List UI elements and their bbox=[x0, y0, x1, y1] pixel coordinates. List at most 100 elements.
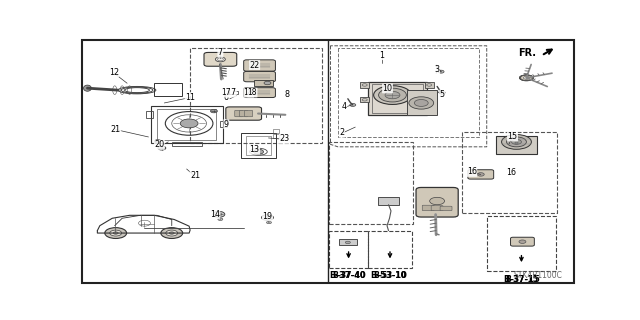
Circle shape bbox=[507, 137, 527, 147]
Circle shape bbox=[169, 232, 174, 234]
Text: 19: 19 bbox=[262, 212, 273, 221]
Bar bbox=[339, 239, 356, 245]
Bar bbox=[246, 136, 271, 156]
Bar bbox=[330, 231, 367, 268]
Text: 21: 21 bbox=[190, 172, 200, 180]
Text: 11: 11 bbox=[185, 92, 195, 101]
Text: 4: 4 bbox=[342, 102, 347, 111]
Circle shape bbox=[110, 230, 122, 236]
Text: B-37-40: B-37-40 bbox=[330, 271, 366, 280]
Text: B-53-10: B-53-10 bbox=[374, 271, 406, 280]
Text: 16: 16 bbox=[506, 168, 516, 177]
Bar bbox=[486, 216, 556, 271]
Text: B-37-15: B-37-15 bbox=[505, 275, 538, 284]
Circle shape bbox=[264, 81, 271, 85]
FancyBboxPatch shape bbox=[204, 52, 237, 66]
Text: B-37-40: B-37-40 bbox=[332, 271, 365, 280]
Bar bbox=[408, 90, 437, 115]
Circle shape bbox=[385, 92, 400, 99]
FancyBboxPatch shape bbox=[235, 110, 243, 117]
Text: 8: 8 bbox=[285, 90, 290, 99]
Circle shape bbox=[350, 103, 356, 107]
Circle shape bbox=[113, 232, 118, 234]
Text: 22: 22 bbox=[250, 60, 260, 69]
Circle shape bbox=[211, 109, 218, 113]
Circle shape bbox=[216, 57, 225, 62]
Text: 7: 7 bbox=[218, 48, 223, 57]
Text: 5: 5 bbox=[440, 90, 445, 99]
FancyBboxPatch shape bbox=[431, 206, 443, 211]
Circle shape bbox=[253, 149, 264, 154]
Text: 12: 12 bbox=[109, 68, 119, 77]
Bar bbox=[378, 197, 399, 205]
Text: 17: 17 bbox=[221, 88, 231, 97]
Bar bbox=[273, 129, 280, 133]
FancyBboxPatch shape bbox=[422, 205, 434, 211]
Text: 23: 23 bbox=[279, 134, 289, 143]
Text: 10: 10 bbox=[383, 84, 392, 93]
Circle shape bbox=[161, 228, 182, 238]
Bar bbox=[172, 142, 202, 146]
Bar bbox=[146, 111, 154, 118]
Circle shape bbox=[154, 140, 161, 143]
Text: 17: 17 bbox=[226, 88, 236, 97]
Circle shape bbox=[524, 76, 529, 79]
FancyBboxPatch shape bbox=[244, 60, 275, 71]
FancyBboxPatch shape bbox=[244, 110, 253, 117]
Bar bbox=[462, 132, 557, 213]
FancyBboxPatch shape bbox=[244, 88, 275, 98]
Circle shape bbox=[262, 215, 273, 220]
Bar bbox=[425, 82, 434, 88]
Circle shape bbox=[166, 230, 178, 236]
Circle shape bbox=[213, 212, 225, 217]
Ellipse shape bbox=[520, 75, 533, 81]
Bar bbox=[330, 142, 413, 224]
Circle shape bbox=[439, 91, 445, 94]
Circle shape bbox=[429, 197, 445, 205]
Circle shape bbox=[414, 100, 428, 107]
FancyBboxPatch shape bbox=[511, 237, 534, 246]
Bar bbox=[151, 106, 223, 143]
Circle shape bbox=[346, 241, 350, 244]
Bar bbox=[515, 142, 518, 144]
Text: B-53-10: B-53-10 bbox=[371, 271, 408, 280]
Text: 20: 20 bbox=[154, 140, 164, 149]
Text: 15: 15 bbox=[508, 132, 518, 141]
Bar bbox=[220, 121, 227, 127]
Text: 6: 6 bbox=[224, 93, 229, 102]
Text: 18: 18 bbox=[248, 88, 257, 97]
Bar bbox=[495, 136, 538, 154]
Circle shape bbox=[158, 146, 166, 150]
Circle shape bbox=[524, 76, 529, 79]
Text: 3: 3 bbox=[435, 65, 440, 75]
FancyBboxPatch shape bbox=[226, 107, 262, 120]
Bar bbox=[253, 80, 273, 86]
Bar bbox=[190, 48, 321, 143]
Text: 13: 13 bbox=[250, 145, 260, 154]
Circle shape bbox=[218, 218, 223, 220]
FancyBboxPatch shape bbox=[440, 206, 452, 211]
Circle shape bbox=[379, 88, 406, 102]
Ellipse shape bbox=[520, 75, 533, 81]
Bar bbox=[368, 82, 428, 115]
Bar bbox=[157, 109, 216, 140]
Text: 18: 18 bbox=[244, 88, 253, 97]
FancyBboxPatch shape bbox=[416, 188, 458, 217]
Circle shape bbox=[511, 140, 522, 144]
Circle shape bbox=[266, 221, 271, 224]
Bar bbox=[360, 97, 369, 102]
Circle shape bbox=[519, 240, 526, 244]
Text: B-37-15: B-37-15 bbox=[503, 276, 540, 284]
FancyBboxPatch shape bbox=[468, 170, 493, 179]
Circle shape bbox=[477, 173, 484, 176]
FancyBboxPatch shape bbox=[244, 71, 275, 82]
Text: 21: 21 bbox=[111, 124, 121, 133]
Circle shape bbox=[524, 76, 529, 79]
Circle shape bbox=[502, 134, 531, 149]
Text: 16: 16 bbox=[467, 167, 477, 176]
Text: 14: 14 bbox=[210, 210, 220, 219]
Bar bbox=[273, 134, 280, 138]
Bar bbox=[241, 133, 276, 158]
Circle shape bbox=[180, 119, 198, 128]
Bar bbox=[372, 84, 423, 113]
